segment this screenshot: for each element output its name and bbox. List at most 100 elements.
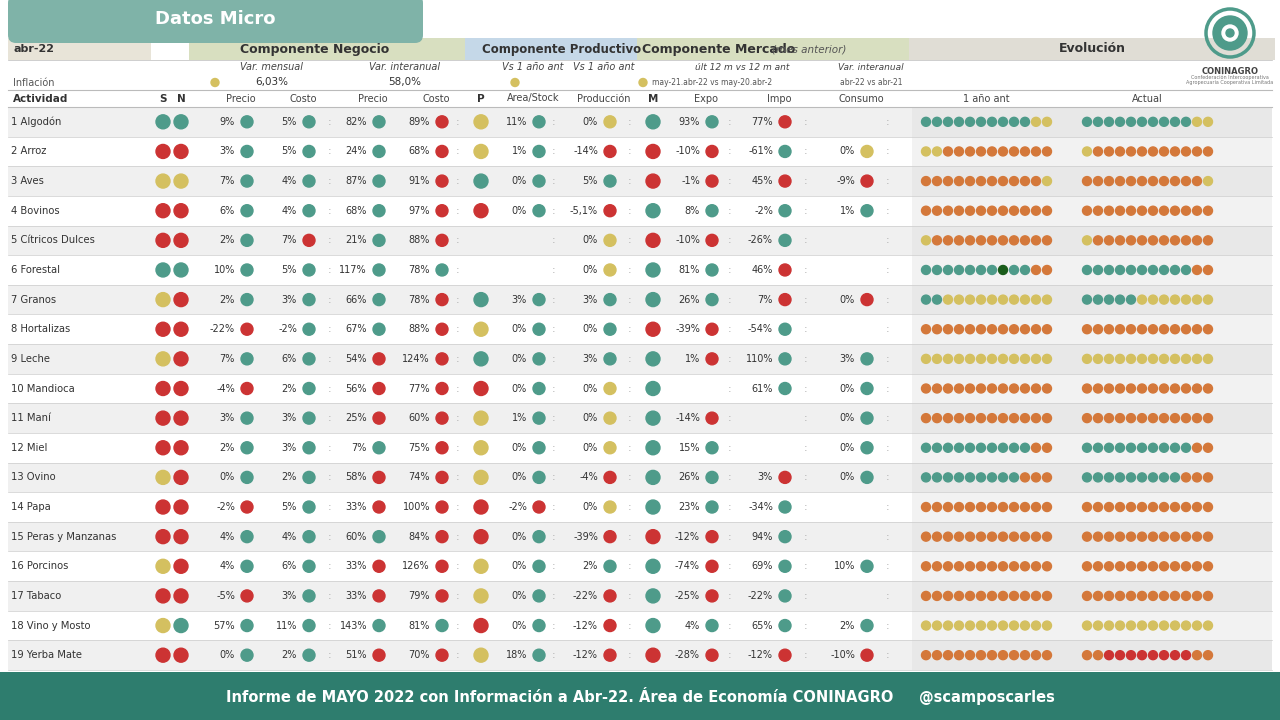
Circle shape	[955, 295, 964, 304]
Circle shape	[1010, 236, 1019, 245]
Text: 23%: 23%	[678, 502, 700, 512]
Text: :: :	[552, 621, 556, 631]
Bar	[911, 552, 1272, 581]
Text: 68%: 68%	[346, 206, 367, 216]
Circle shape	[998, 503, 1007, 511]
Circle shape	[1203, 295, 1212, 304]
Circle shape	[436, 175, 448, 187]
Text: :: :	[728, 531, 732, 541]
Circle shape	[1213, 16, 1247, 50]
Bar	[8, 255, 1272, 285]
Circle shape	[1193, 444, 1202, 452]
Text: 0%: 0%	[220, 472, 236, 482]
Text: 60%: 60%	[408, 413, 430, 423]
Circle shape	[1083, 562, 1092, 571]
Circle shape	[965, 354, 974, 364]
Circle shape	[1170, 473, 1179, 482]
Text: 0%: 0%	[512, 621, 527, 631]
Circle shape	[1020, 295, 1029, 304]
Circle shape	[965, 562, 974, 571]
Circle shape	[1093, 444, 1102, 452]
Circle shape	[861, 145, 873, 158]
Text: 19 Yerba Mate: 19 Yerba Mate	[12, 650, 82, 660]
Circle shape	[1148, 591, 1157, 600]
Text: 10%: 10%	[833, 562, 855, 571]
Text: 0%: 0%	[840, 146, 855, 156]
Circle shape	[604, 531, 616, 543]
Text: -10%: -10%	[675, 146, 700, 156]
Circle shape	[1115, 325, 1125, 334]
Circle shape	[241, 442, 253, 454]
Circle shape	[943, 295, 952, 304]
Circle shape	[707, 560, 718, 572]
Text: :: :	[804, 146, 808, 156]
Bar	[911, 522, 1272, 552]
Text: 13 Ovino: 13 Ovino	[12, 472, 55, 482]
Text: :: :	[804, 502, 808, 512]
Text: Informe de MAYO 2022 con Información a Abr-22. Área de Economía CONINAGRO     @s: Informe de MAYO 2022 con Información a A…	[225, 687, 1055, 705]
Circle shape	[1138, 444, 1147, 452]
Text: 7%: 7%	[220, 176, 236, 186]
Circle shape	[1138, 621, 1147, 630]
Circle shape	[943, 117, 952, 126]
Bar	[911, 433, 1272, 462]
Text: :: :	[886, 384, 890, 394]
Circle shape	[1160, 295, 1169, 304]
Circle shape	[1203, 532, 1212, 541]
Text: 143%: 143%	[339, 621, 367, 631]
Circle shape	[998, 444, 1007, 452]
Circle shape	[1105, 176, 1114, 186]
Circle shape	[174, 263, 188, 277]
Circle shape	[474, 530, 488, 544]
Circle shape	[1010, 473, 1019, 482]
Circle shape	[1032, 266, 1041, 274]
Text: :: :	[456, 235, 460, 246]
Circle shape	[372, 501, 385, 513]
Circle shape	[532, 590, 545, 602]
Circle shape	[1138, 532, 1147, 541]
Text: :: :	[552, 384, 556, 394]
Text: 97%: 97%	[408, 206, 430, 216]
Text: 126%: 126%	[402, 562, 430, 571]
Text: 0%: 0%	[840, 294, 855, 305]
Text: 3%: 3%	[840, 354, 855, 364]
Circle shape	[1032, 117, 1041, 126]
Circle shape	[372, 472, 385, 483]
Circle shape	[943, 444, 952, 452]
Text: 1%: 1%	[840, 206, 855, 216]
Circle shape	[1126, 621, 1135, 630]
Circle shape	[1032, 176, 1041, 186]
Circle shape	[1193, 295, 1202, 304]
Circle shape	[303, 145, 315, 158]
Circle shape	[780, 175, 791, 187]
Circle shape	[156, 530, 170, 544]
Bar	[909, 38, 1275, 60]
Text: 61%: 61%	[751, 384, 773, 394]
Text: -2%: -2%	[216, 502, 236, 512]
Text: :: :	[328, 117, 332, 127]
Circle shape	[1160, 354, 1169, 364]
Circle shape	[1170, 176, 1179, 186]
Circle shape	[1115, 295, 1125, 304]
Circle shape	[1193, 503, 1202, 511]
Circle shape	[1193, 236, 1202, 245]
Circle shape	[977, 354, 986, 364]
Circle shape	[1126, 147, 1135, 156]
Text: 56%: 56%	[346, 384, 367, 394]
Text: 0%: 0%	[512, 443, 527, 453]
Text: 7 Granos: 7 Granos	[12, 294, 56, 305]
Circle shape	[987, 532, 997, 541]
Circle shape	[943, 621, 952, 630]
Circle shape	[1115, 354, 1125, 364]
Text: 8%: 8%	[685, 206, 700, 216]
Text: :: :	[552, 591, 556, 601]
Circle shape	[1010, 651, 1019, 660]
Text: 0%: 0%	[582, 117, 598, 127]
Text: :: :	[804, 384, 808, 394]
Circle shape	[955, 473, 964, 482]
Circle shape	[1093, 147, 1102, 156]
Circle shape	[1160, 621, 1169, 630]
Circle shape	[1170, 532, 1179, 541]
Circle shape	[922, 147, 931, 156]
Circle shape	[998, 236, 1007, 245]
